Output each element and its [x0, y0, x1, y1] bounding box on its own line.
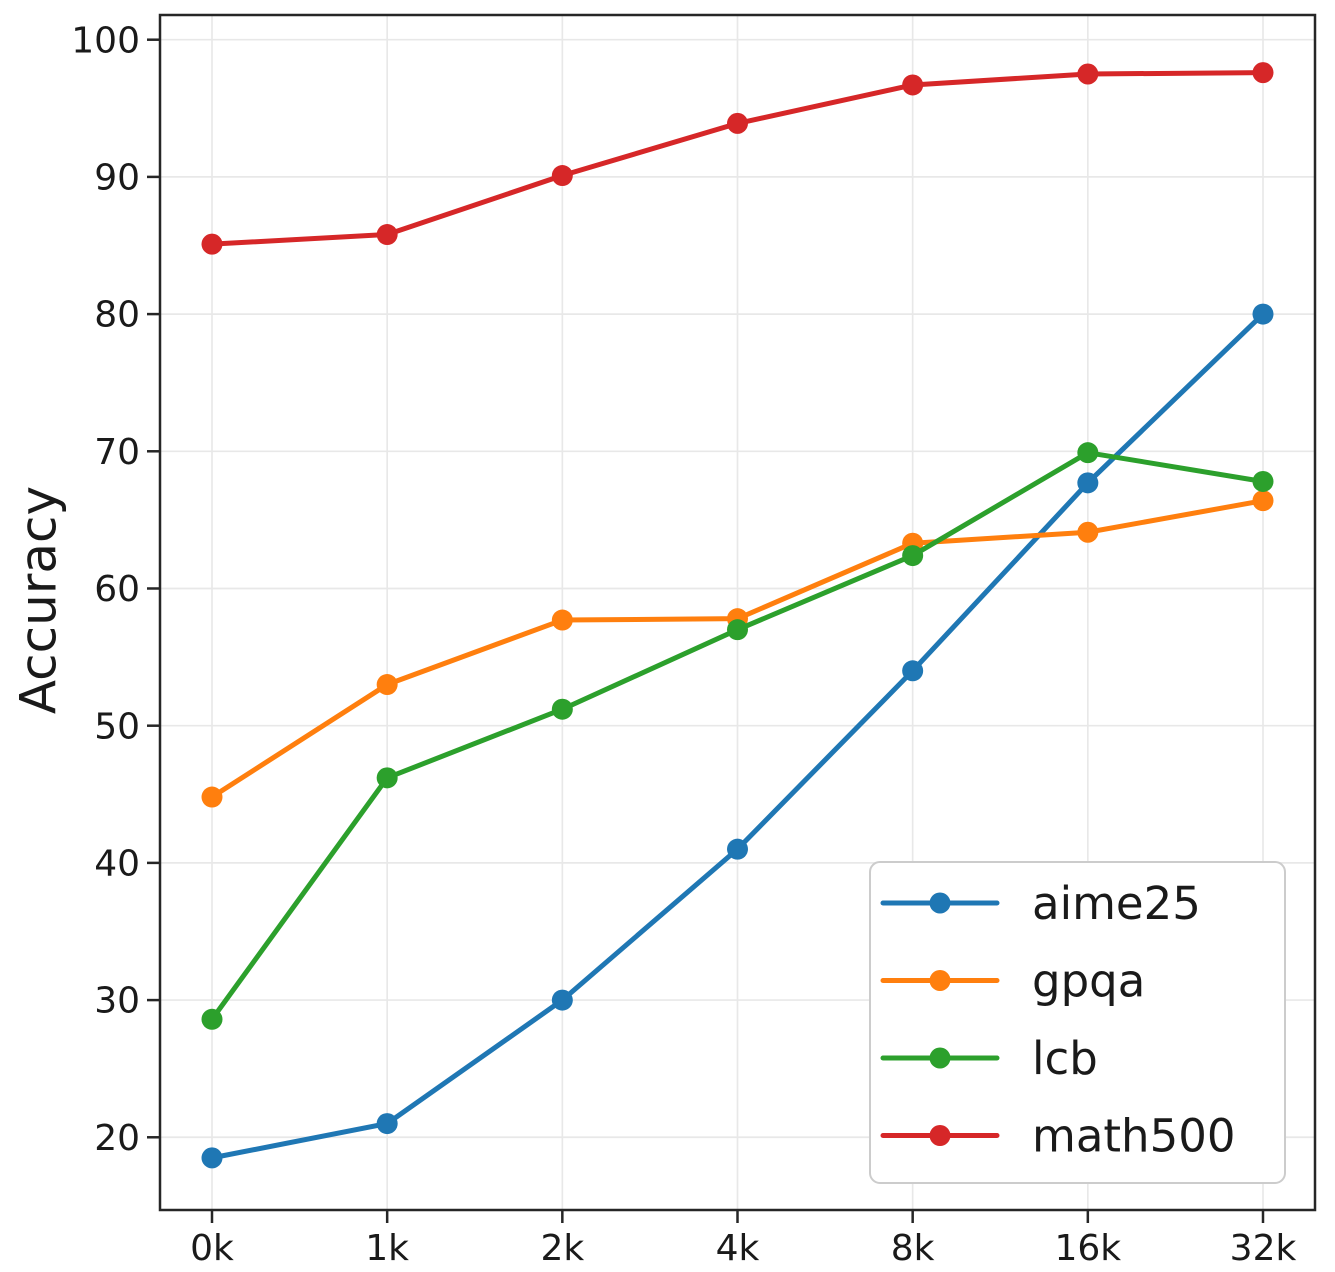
y-tick-label: 70	[94, 432, 140, 473]
data-point-math500-32k	[1252, 62, 1274, 84]
legend-item-math500: math500	[880, 1109, 1235, 1162]
data-point-lcb-0k	[201, 1008, 223, 1030]
legend-swatch-marker	[929, 1047, 951, 1069]
x-tick-label: 0k	[190, 1228, 234, 1269]
data-point-math500-1k	[376, 224, 398, 246]
legend-item-aime25: aime25	[880, 877, 1201, 930]
legend-item-gpqa: gpqa	[880, 954, 1145, 1007]
data-point-gpqa-32k	[1252, 490, 1274, 512]
y-tick-label: 40	[94, 843, 140, 884]
data-point-lcb-4k	[727, 619, 748, 641]
data-point-math500-8k	[902, 74, 924, 96]
data-point-gpqa-0k	[201, 786, 223, 808]
data-point-aime25-32k	[1252, 303, 1274, 325]
data-point-math500-0k	[201, 233, 223, 255]
legend: aime25 gpqa lcb math500	[869, 861, 1286, 1184]
legend-label: math500	[1032, 1109, 1235, 1162]
y-tick-label: 100	[71, 20, 140, 61]
x-tick-label: 32k	[1230, 1228, 1297, 1269]
data-point-aime25-0k	[201, 1147, 223, 1169]
legend-swatch-marker	[929, 970, 951, 991]
data-point-gpqa-1k	[376, 674, 398, 696]
x-tick-label: 16k	[1055, 1228, 1122, 1269]
data-point-lcb-16k	[1077, 442, 1099, 464]
data-point-gpqa-2k	[551, 609, 573, 631]
data-point-gpqa-16k	[1077, 521, 1099, 543]
y-tick-label: 80	[94, 295, 140, 336]
y-tick-label: 60	[94, 569, 140, 610]
legend-label: aime25	[1032, 877, 1201, 930]
data-point-math500-16k	[1077, 63, 1099, 85]
data-point-aime25-1k	[376, 1113, 398, 1135]
data-point-lcb-8k	[902, 545, 924, 567]
legend-box	[869, 861, 1286, 1184]
data-point-aime25-2k	[551, 989, 573, 1011]
legend-label: gpqa	[1032, 954, 1145, 1007]
legend-swatch-marker	[929, 1125, 951, 1146]
x-tick-label: 8k	[891, 1228, 935, 1269]
x-tick-label: 1k	[365, 1228, 409, 1269]
data-point-aime25-8k	[902, 660, 924, 682]
data-point-lcb-2k	[551, 698, 573, 720]
y-tick-label: 90	[94, 157, 140, 198]
data-point-lcb-32k	[1252, 470, 1274, 492]
y-axis-label: Accuracy	[10, 486, 68, 714]
axes-layer: 20 30 40 50 60 70 80 90 100 0k 1k 2k 4k 8k 16k 32k	[71, 13, 1317, 1269]
legend-swatch-marker	[929, 892, 951, 914]
x-tick-label: 2k	[540, 1228, 584, 1269]
data-point-lcb-1k	[376, 767, 398, 789]
legend-label: lcb	[1032, 1032, 1098, 1085]
data-point-math500-4k	[727, 112, 748, 134]
y-tick-label: 20	[94, 1118, 140, 1159]
series-layer	[201, 62, 1274, 1169]
y-tick-label: 30	[94, 981, 140, 1022]
data-point-math500-2k	[551, 165, 573, 187]
x-tick-label: 4k	[716, 1228, 760, 1269]
y-tick-label: 50	[94, 706, 140, 747]
data-point-aime25-4k	[727, 838, 748, 860]
legend-item-lcb: lcb	[880, 1032, 1098, 1085]
data-point-aime25-16k	[1077, 472, 1099, 494]
